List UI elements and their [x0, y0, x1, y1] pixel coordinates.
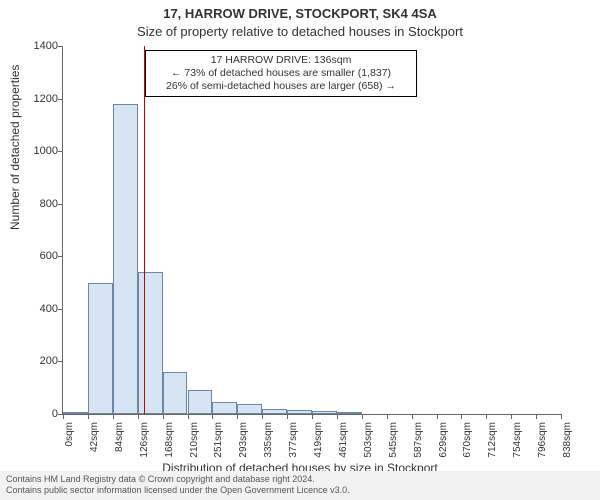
footer-line: Contains public sector information licen… [6, 485, 594, 496]
x-tick-label: 796sqm [537, 422, 548, 472]
x-tick-label: 210sqm [189, 422, 200, 472]
x-tick-label: 461sqm [338, 422, 349, 472]
x-tick-mark [212, 414, 213, 419]
x-tick-label: 629sqm [438, 422, 449, 472]
y-tick-label: 1400 [18, 40, 58, 52]
x-tick-mark [163, 414, 164, 419]
x-tick-mark [337, 414, 338, 419]
x-tick-mark [63, 414, 64, 419]
y-tick-mark [58, 204, 63, 205]
x-tick-label: 0sqm [64, 422, 75, 472]
y-tick-mark [58, 256, 63, 257]
x-tick-label: 377sqm [288, 422, 299, 472]
y-tick-label: 800 [18, 198, 58, 210]
annotation-box: 17 HARROW DRIVE: 136sqm ← 73% of detache… [145, 50, 417, 97]
x-tick-mark [536, 414, 537, 419]
x-tick-label: 670sqm [462, 422, 473, 472]
x-tick-label: 503sqm [363, 422, 374, 472]
x-tick-label: 587sqm [413, 422, 424, 472]
y-tick-mark [58, 361, 63, 362]
y-tick-mark [58, 99, 63, 100]
y-tick-label: 400 [18, 303, 58, 315]
x-tick-label: 419sqm [313, 422, 324, 472]
footer-line: Contains HM Land Registry data © Crown c… [6, 474, 594, 485]
histogram-bar [287, 410, 312, 414]
x-tick-mark [113, 414, 114, 419]
x-tick-label: 84sqm [114, 422, 125, 472]
histogram-bar [113, 104, 138, 414]
x-tick-label: 251sqm [213, 422, 224, 472]
x-tick-label: 754sqm [512, 422, 523, 472]
plot-area: 17 HARROW DRIVE: 136sqm ← 73% of detache… [62, 46, 561, 415]
x-tick-mark [387, 414, 388, 419]
x-tick-label: 838sqm [562, 422, 573, 472]
x-tick-mark [412, 414, 413, 419]
histogram-bar [163, 372, 188, 414]
annotation-line: ← 73% of detached houses are smaller (1,… [152, 67, 410, 80]
marker-line [144, 46, 145, 414]
histogram-bar [188, 390, 213, 414]
x-tick-mark [262, 414, 263, 419]
x-tick-mark [486, 414, 487, 419]
annotation-line: 26% of semi-detached houses are larger (… [152, 80, 410, 93]
x-tick-mark [237, 414, 238, 419]
footer: Contains HM Land Registry data © Crown c… [0, 471, 600, 500]
x-tick-mark [511, 414, 512, 419]
y-tick-label: 1200 [18, 93, 58, 105]
x-tick-mark [312, 414, 313, 419]
annotation-line: 17 HARROW DRIVE: 136sqm [152, 54, 410, 67]
x-tick-mark [461, 414, 462, 419]
y-tick-mark [58, 46, 63, 47]
histogram-bar [312, 411, 337, 414]
histogram-bar [88, 283, 113, 414]
x-tick-label: 712sqm [487, 422, 498, 472]
histogram-bar [63, 412, 88, 414]
x-tick-mark [561, 414, 562, 419]
x-tick-label: 293sqm [238, 422, 249, 472]
x-tick-label: 545sqm [388, 422, 399, 472]
x-tick-mark [188, 414, 189, 419]
histogram-bar [237, 404, 262, 415]
bars-layer [63, 46, 561, 414]
y-tick-label: 600 [18, 250, 58, 262]
x-tick-label: 168sqm [164, 422, 175, 472]
y-tick-mark [58, 309, 63, 310]
page-subtitle: Size of property relative to detached ho… [0, 24, 600, 39]
x-tick-mark [88, 414, 89, 419]
page-title: 17, HARROW DRIVE, STOCKPORT, SK4 4SA [0, 6, 600, 21]
x-tick-mark [138, 414, 139, 419]
y-tick-label: 0 [18, 408, 58, 420]
histogram-bar [262, 409, 287, 414]
histogram-bar [337, 412, 362, 414]
x-tick-label: 42sqm [89, 422, 100, 472]
y-tick-label: 200 [18, 355, 58, 367]
histogram-bar [212, 402, 237, 414]
x-tick-mark [362, 414, 363, 419]
x-tick-label: 126sqm [139, 422, 150, 472]
histogram-bar [138, 272, 163, 414]
x-tick-mark [287, 414, 288, 419]
y-tick-label: 1000 [18, 145, 58, 157]
x-tick-label: 335sqm [263, 422, 274, 472]
x-tick-mark [437, 414, 438, 419]
chart-container: 17, HARROW DRIVE, STOCKPORT, SK4 4SA Siz… [0, 0, 600, 500]
y-tick-mark [58, 151, 63, 152]
